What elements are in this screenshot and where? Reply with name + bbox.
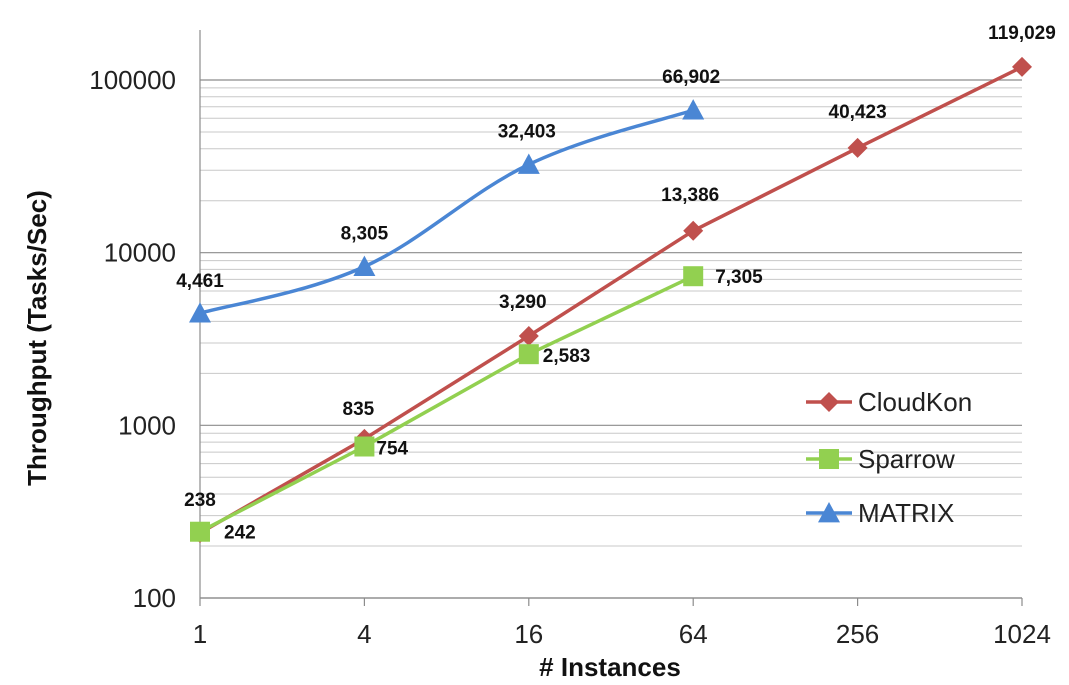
data-label-sparrow: 242	[224, 523, 256, 544]
x-tick-label: 16	[514, 619, 543, 649]
x-tick-label: 1024	[993, 619, 1051, 649]
data-point-cloudkon	[847, 137, 868, 158]
legend-label-sparrow: Sparrow	[858, 444, 955, 474]
series-line-matrix	[198, 108, 695, 315]
data-point-matrix	[682, 99, 705, 120]
data-label-sparrow: 754	[376, 439, 408, 460]
grid-layer	[200, 79, 1022, 599]
legend-item-cloudkon: CloudKon	[806, 387, 972, 417]
data-label-cloudkon: 3,290	[499, 292, 547, 313]
data-label-cloudkon: 238	[184, 490, 216, 511]
legend-marker-matrix	[818, 502, 840, 523]
data-point-sparrow	[190, 521, 210, 542]
legend-label-matrix: MATRIX	[858, 498, 954, 528]
y-tick-label: 1000	[118, 410, 176, 440]
data-point-sparrow	[683, 266, 704, 287]
legend-item-sparrow: Sparrow	[806, 444, 955, 474]
x-axis-title: # Instances	[539, 652, 681, 682]
series-layer	[189, 56, 1032, 543]
data-point-cloudkon	[1012, 56, 1032, 77]
data-label-matrix: 32,403	[498, 122, 556, 143]
data-label-matrix: 66,902	[662, 67, 720, 88]
data-label-cloudkon: 835	[343, 399, 375, 420]
data-label-matrix: 8,305	[341, 224, 389, 245]
legend-item-matrix: MATRIX	[806, 498, 954, 528]
data-label-sparrow: 7,305	[715, 267, 763, 288]
data-point-matrix	[189, 302, 211, 323]
data-label-matrix: 4,461	[176, 271, 224, 292]
data-point-matrix	[353, 255, 376, 276]
series-line-cloudkon	[198, 65, 1024, 535]
axis-layer: 100 1000 10000 100000 1 4 16 64 256 1024	[89, 30, 1051, 649]
data-label-layer: 238 835 3,290 13,386 40,423 119,029 242 754 2,58…	[176, 23, 1056, 544]
legend-marker-cloudkon	[819, 392, 839, 412]
y-axis-title: Throughput (Tasks/Sec)	[22, 190, 52, 486]
x-tick-label: 64	[679, 619, 708, 649]
data-point-sparrow	[518, 344, 539, 365]
x-tick-label: 1	[193, 619, 207, 649]
data-label-cloudkon: 40,423	[829, 102, 887, 123]
legend-label-cloudkon: CloudKon	[858, 387, 972, 417]
y-tick-label: 100	[133, 583, 176, 613]
legend: CloudKon Sparrow MATRIX	[806, 387, 972, 528]
y-tick-label: 10000	[104, 238, 176, 268]
data-point-cloudkon	[683, 220, 704, 241]
x-tick-label: 4	[357, 619, 371, 649]
data-label-sparrow: 2,583	[543, 346, 591, 367]
x-tick-label: 256	[836, 619, 879, 649]
series-line-sparrow	[198, 274, 695, 534]
data-point-matrix	[517, 153, 540, 174]
legend-marker-sparrow	[819, 449, 839, 469]
data-label-cloudkon: 119,029	[988, 23, 1056, 44]
y-tick-label: 100000	[89, 65, 176, 95]
data-label-cloudkon: 13,386	[661, 185, 719, 206]
data-point-sparrow	[354, 436, 375, 457]
data-point-cloudkon	[518, 326, 539, 347]
